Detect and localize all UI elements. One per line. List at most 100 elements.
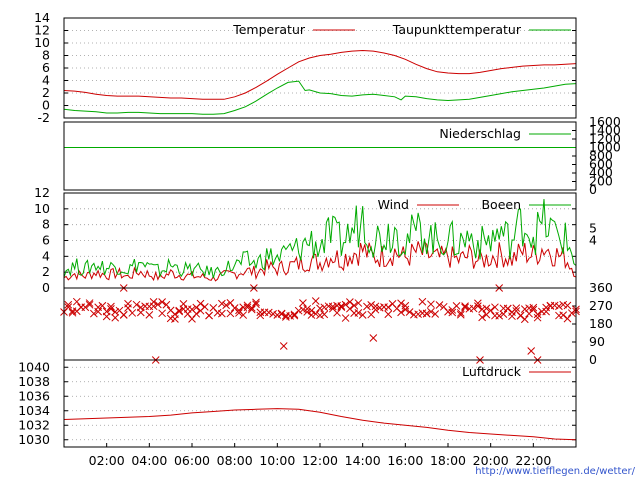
direction-marker bbox=[154, 300, 162, 309]
direction-marker bbox=[68, 308, 77, 317]
legend-label: Temperatur bbox=[232, 22, 306, 37]
y-tick-label: 1040 bbox=[18, 359, 50, 374]
direction-marker bbox=[235, 309, 243, 317]
direction-marker bbox=[405, 308, 414, 316]
direction-marker bbox=[456, 310, 465, 319]
direction-marker bbox=[205, 311, 213, 320]
direction-marker bbox=[192, 309, 201, 318]
y-tick-label: 400 bbox=[589, 165, 613, 180]
direction-marker bbox=[401, 301, 410, 310]
x-tick-label: 02:00 bbox=[89, 453, 125, 468]
x-axis: 02:00 04:00 06:00 08:00 10:00 12:00 14:00 16:00… bbox=[89, 443, 551, 468]
y-tick-label: 12 bbox=[34, 23, 50, 38]
x-tick-label: 04:00 bbox=[131, 453, 167, 468]
direction-marker bbox=[422, 309, 431, 318]
series-line-temperatur bbox=[63, 49, 577, 100]
y-tick-label: 12 bbox=[34, 185, 50, 200]
y-tick-label: 2 bbox=[42, 264, 50, 279]
series-line-wind bbox=[63, 240, 577, 282]
direction-marker bbox=[175, 306, 184, 315]
direction-marker bbox=[290, 311, 299, 320]
direction-marker bbox=[226, 309, 235, 318]
direction-marker bbox=[158, 309, 166, 318]
direction-marker bbox=[303, 308, 312, 316]
direction-marker bbox=[401, 305, 410, 314]
direction-marker bbox=[346, 298, 354, 306]
direction-marker bbox=[435, 301, 444, 309]
direction-marker bbox=[218, 309, 226, 318]
direction-marker bbox=[529, 303, 538, 312]
direction-marker bbox=[384, 310, 393, 319]
y-tick-label: 270 bbox=[589, 298, 613, 313]
legend-label: Boeen bbox=[481, 197, 521, 212]
y-tick-label: 6 bbox=[42, 60, 50, 75]
direction-marker bbox=[294, 306, 303, 315]
direction-marker bbox=[175, 307, 184, 316]
direction-marker bbox=[279, 342, 288, 350]
direction-marker bbox=[469, 304, 478, 313]
x-tick-label: 06:00 bbox=[174, 453, 210, 468]
y-tick-label: 4 bbox=[42, 73, 50, 88]
direction-marker bbox=[179, 299, 188, 308]
y2-tick-label: 4 bbox=[589, 233, 597, 248]
direction-marker bbox=[491, 303, 499, 312]
y-tick-label: 90 bbox=[589, 334, 605, 349]
direction-marker bbox=[320, 310, 329, 319]
direction-marker bbox=[474, 302, 482, 310]
direction-marker bbox=[200, 303, 209, 311]
direction-marker bbox=[563, 301, 572, 310]
legend-label: Niederschlag bbox=[439, 126, 521, 141]
direction-marker bbox=[516, 311, 525, 320]
direction-marker bbox=[111, 313, 120, 322]
series-line-boeen bbox=[63, 199, 577, 279]
direction-marker bbox=[132, 300, 141, 309]
x-tick-label: 16:00 bbox=[387, 453, 423, 468]
y-tick-label: 1036 bbox=[18, 388, 50, 403]
direction-marker bbox=[72, 297, 81, 306]
y-tick-label: 10 bbox=[34, 201, 50, 216]
y-tick-label: 1200 bbox=[589, 131, 621, 146]
y-tick-label: 1000 bbox=[589, 140, 621, 155]
direction-marker bbox=[555, 302, 563, 311]
direction-marker bbox=[316, 304, 324, 313]
x-tick-label: 10:00 bbox=[259, 453, 295, 468]
x-tick-label: 22:00 bbox=[515, 453, 551, 468]
direction-marker bbox=[85, 299, 94, 307]
direction-marker bbox=[303, 304, 312, 313]
y-tick-label: 0 bbox=[589, 182, 597, 197]
credit-link[interactable]: http://www.tiefflegen.de/wetter/ bbox=[475, 466, 635, 477]
y2-tick-label: 5 bbox=[589, 221, 597, 236]
direction-marker bbox=[482, 304, 491, 313]
y-tick-label: 8 bbox=[42, 217, 50, 232]
direction-marker bbox=[145, 311, 154, 319]
x-tick-label: 14:00 bbox=[345, 453, 381, 468]
y-tick-label: 200 bbox=[589, 174, 613, 189]
y-tick-label: 8 bbox=[42, 48, 50, 63]
y-tick-label: 1600 bbox=[589, 114, 621, 129]
y-tick-label: 1038 bbox=[18, 374, 50, 389]
y-tick-label: -2 bbox=[38, 110, 50, 125]
direction-marker bbox=[337, 302, 346, 310]
y-tick-label: 360 bbox=[589, 280, 613, 295]
y-tick-label: 6 bbox=[42, 233, 50, 248]
x-tick-label: 08:00 bbox=[217, 453, 253, 468]
direction-marker bbox=[369, 334, 378, 342]
direction-marker bbox=[94, 303, 102, 312]
direction-marker bbox=[363, 302, 371, 311]
direction-marker bbox=[98, 301, 107, 310]
direction-marker bbox=[456, 309, 465, 317]
direction-marker bbox=[563, 314, 572, 323]
direction-marker bbox=[427, 300, 435, 309]
y-tick-label: 10 bbox=[34, 35, 50, 50]
direction-marker bbox=[196, 299, 205, 308]
direction-marker bbox=[85, 300, 94, 309]
direction-marker bbox=[226, 299, 235, 307]
direction-marker bbox=[247, 305, 256, 314]
direction-marker bbox=[256, 311, 265, 320]
y-tick-label: 2 bbox=[42, 85, 50, 100]
direction-marker bbox=[136, 308, 145, 317]
direction-marker bbox=[452, 302, 461, 310]
series-line-taupunkttemperatur bbox=[63, 80, 577, 115]
